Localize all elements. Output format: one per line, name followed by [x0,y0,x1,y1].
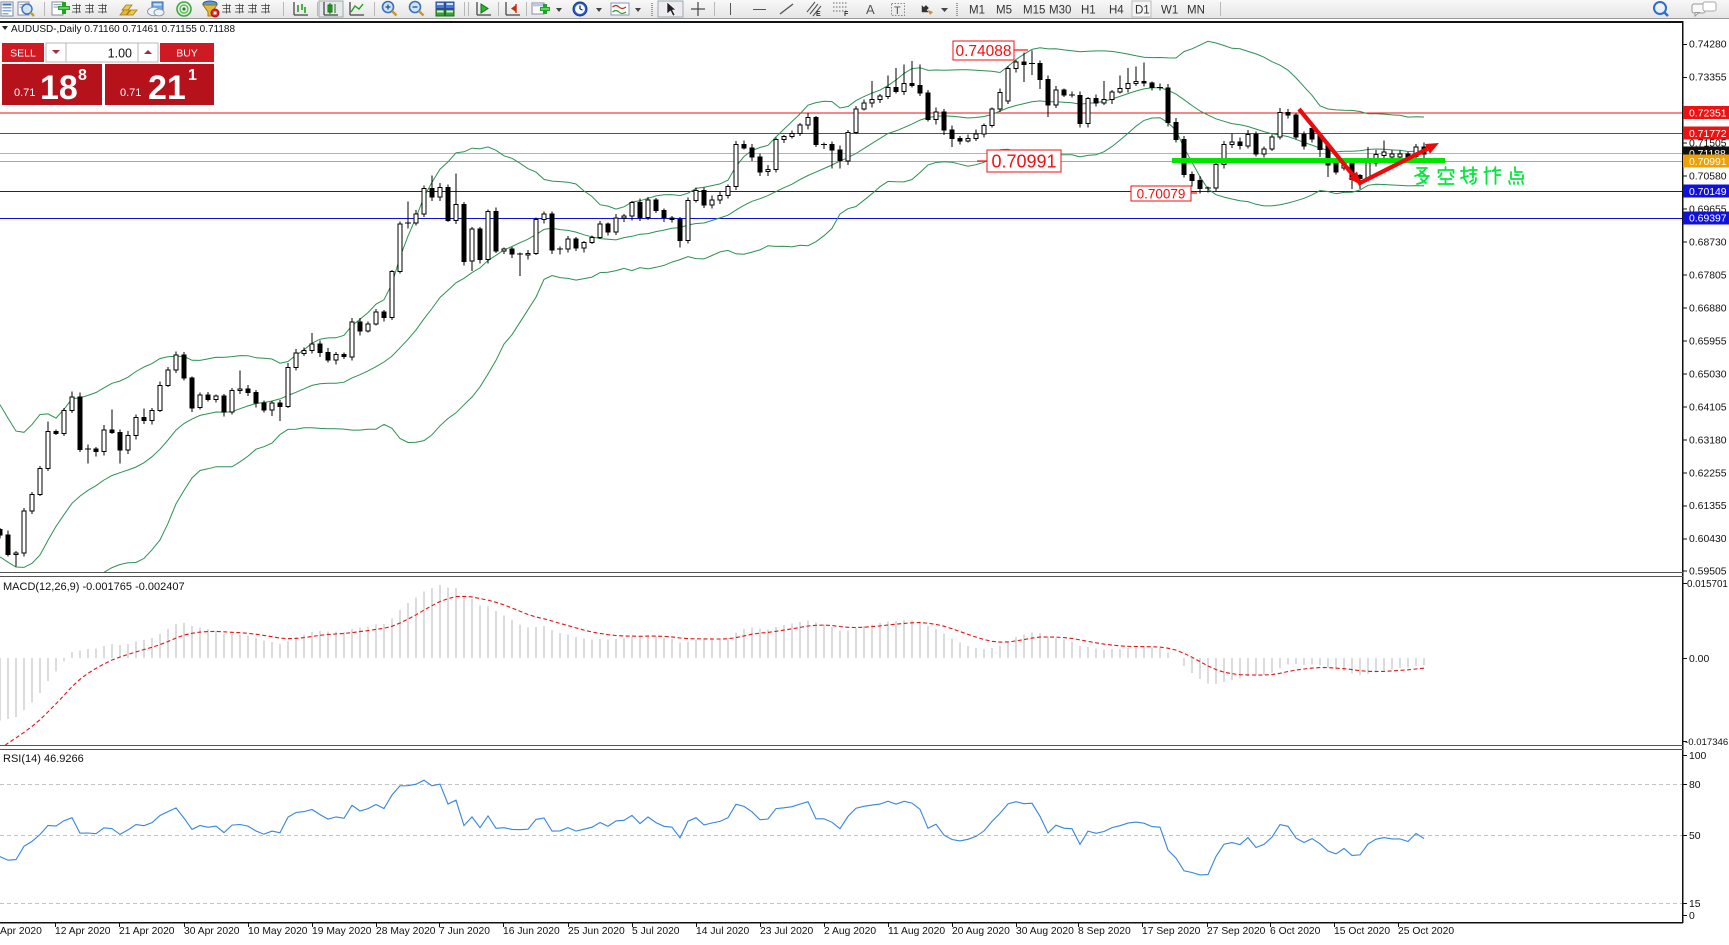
svg-text:0.69655: 0.69655 [1689,205,1727,216]
svg-text:12 Apr 2020: 12 Apr 2020 [55,926,111,937]
svg-text:0.66880: 0.66880 [1689,303,1727,314]
svg-text:E: E [816,11,821,18]
svg-text:23 Jul 2020: 23 Jul 2020 [760,926,814,937]
svg-text:0.60430: 0.60430 [1689,534,1727,545]
svg-text:0.62255: 0.62255 [1689,468,1727,479]
svg-text:T: T [894,5,901,17]
svg-text:25 Oct 2020: 25 Oct 2020 [1398,926,1454,937]
svg-text:20 Aug 2020: 20 Aug 2020 [952,926,1010,937]
svg-text:50: 50 [1689,831,1701,842]
svg-text:7 Jun 2020: 7 Jun 2020 [439,926,490,937]
svg-text:80: 80 [1689,780,1701,791]
svg-text:100: 100 [1689,751,1707,762]
svg-text:F: F [844,11,849,18]
svg-text:0.72351: 0.72351 [1689,108,1727,119]
svg-text:0.74280: 0.74280 [1689,40,1727,51]
svg-text:21: 21 [148,69,186,107]
svg-text:0.70149: 0.70149 [1689,187,1727,198]
svg-text:0.59505: 0.59505 [1689,566,1727,577]
svg-text:0: 0 [1689,911,1695,922]
svg-text:BUY: BUY [176,48,198,60]
svg-text:1: 1 [188,67,197,84]
svg-text:5 Jul 2020: 5 Jul 2020 [632,926,680,937]
svg-text:SELL: SELL [10,48,36,60]
svg-text:H4: H4 [1109,5,1124,17]
svg-text:6 Oct 2020: 6 Oct 2020 [1270,926,1321,937]
svg-text:0.70580: 0.70580 [1689,172,1727,183]
svg-text:MACD(12,26,9) -0.001765 -0.002: MACD(12,26,9) -0.001765 -0.002407 [3,581,185,593]
svg-text:11 Aug 2020: 11 Aug 2020 [888,926,945,937]
svg-text:M5: M5 [996,5,1012,17]
svg-text:0.71772: 0.71772 [1689,129,1727,140]
svg-text:W1: W1 [1161,5,1178,17]
svg-text:-0.017346: -0.017346 [1685,737,1728,748]
svg-text:0.64105: 0.64105 [1689,402,1727,413]
svg-text:19 May 2020: 19 May 2020 [312,926,372,937]
svg-text:0.68730: 0.68730 [1689,238,1727,249]
svg-text:D1: D1 [1135,5,1150,17]
svg-text:RSI(14) 46.9266: RSI(14) 46.9266 [3,753,84,765]
svg-text:AUDUSD-,Daily 0.71160 0.71461: AUDUSD-,Daily 0.71160 0.71461 0.71155 0.… [11,24,235,35]
svg-text:M1: M1 [969,5,985,17]
svg-text:30 Aug 2020: 30 Aug 2020 [1016,926,1074,937]
svg-text:M30: M30 [1049,5,1071,17]
svg-text:M15: M15 [1023,5,1045,17]
svg-text:17 Sep 2020: 17 Sep 2020 [1142,926,1201,937]
svg-text:30 Apr 2020: 30 Apr 2020 [184,926,240,937]
svg-text:2 Aug 2020: 2 Aug 2020 [824,926,876,937]
svg-text:0.71505: 0.71505 [1689,139,1727,150]
svg-text:MN: MN [1187,5,1205,17]
svg-text:0.70079: 0.70079 [1137,186,1186,201]
svg-text:0.73355: 0.73355 [1689,73,1727,84]
svg-text:0.67805: 0.67805 [1689,270,1727,281]
svg-text:15 Oct 2020: 15 Oct 2020 [1334,926,1390,937]
svg-text:27 Sep 2020: 27 Sep 2020 [1207,926,1266,937]
svg-text:15: 15 [1689,899,1701,910]
svg-text:28 May 2020: 28 May 2020 [376,926,436,937]
svg-text:0.65030: 0.65030 [1689,369,1727,380]
svg-text:21 Apr 2020: 21 Apr 2020 [119,926,175,937]
svg-text:8: 8 [78,67,87,84]
svg-text:1.00: 1.00 [108,47,132,61]
svg-text:14 Jul 2020: 14 Jul 2020 [696,926,750,937]
svg-text:25 Jun 2020: 25 Jun 2020 [568,926,625,937]
svg-text:0.63180: 0.63180 [1689,435,1727,446]
svg-text:0.69397: 0.69397 [1689,214,1727,225]
svg-text:0.70991: 0.70991 [991,152,1056,172]
svg-text:0.71: 0.71 [14,87,35,99]
svg-text:0.00: 0.00 [1689,654,1709,665]
svg-text:0.65955: 0.65955 [1689,336,1727,347]
svg-text:A: A [866,2,875,17]
svg-text:2 Apr 2020: 2 Apr 2020 [0,926,42,937]
svg-text:0.71188: 0.71188 [1689,149,1726,160]
svg-text:18: 18 [40,69,78,107]
svg-text:0.71: 0.71 [120,87,141,99]
svg-text:H1: H1 [1081,5,1096,17]
svg-text:10 May 2020: 10 May 2020 [248,926,308,937]
svg-text:0.74088: 0.74088 [955,43,1011,60]
svg-text:0.70991: 0.70991 [1689,157,1727,168]
svg-text:0.015701: 0.015701 [1687,579,1728,590]
svg-text:0.61355: 0.61355 [1689,501,1727,512]
svg-text:16 Jun 2020: 16 Jun 2020 [503,926,560,937]
svg-text:8 Sep 2020: 8 Sep 2020 [1078,926,1131,937]
